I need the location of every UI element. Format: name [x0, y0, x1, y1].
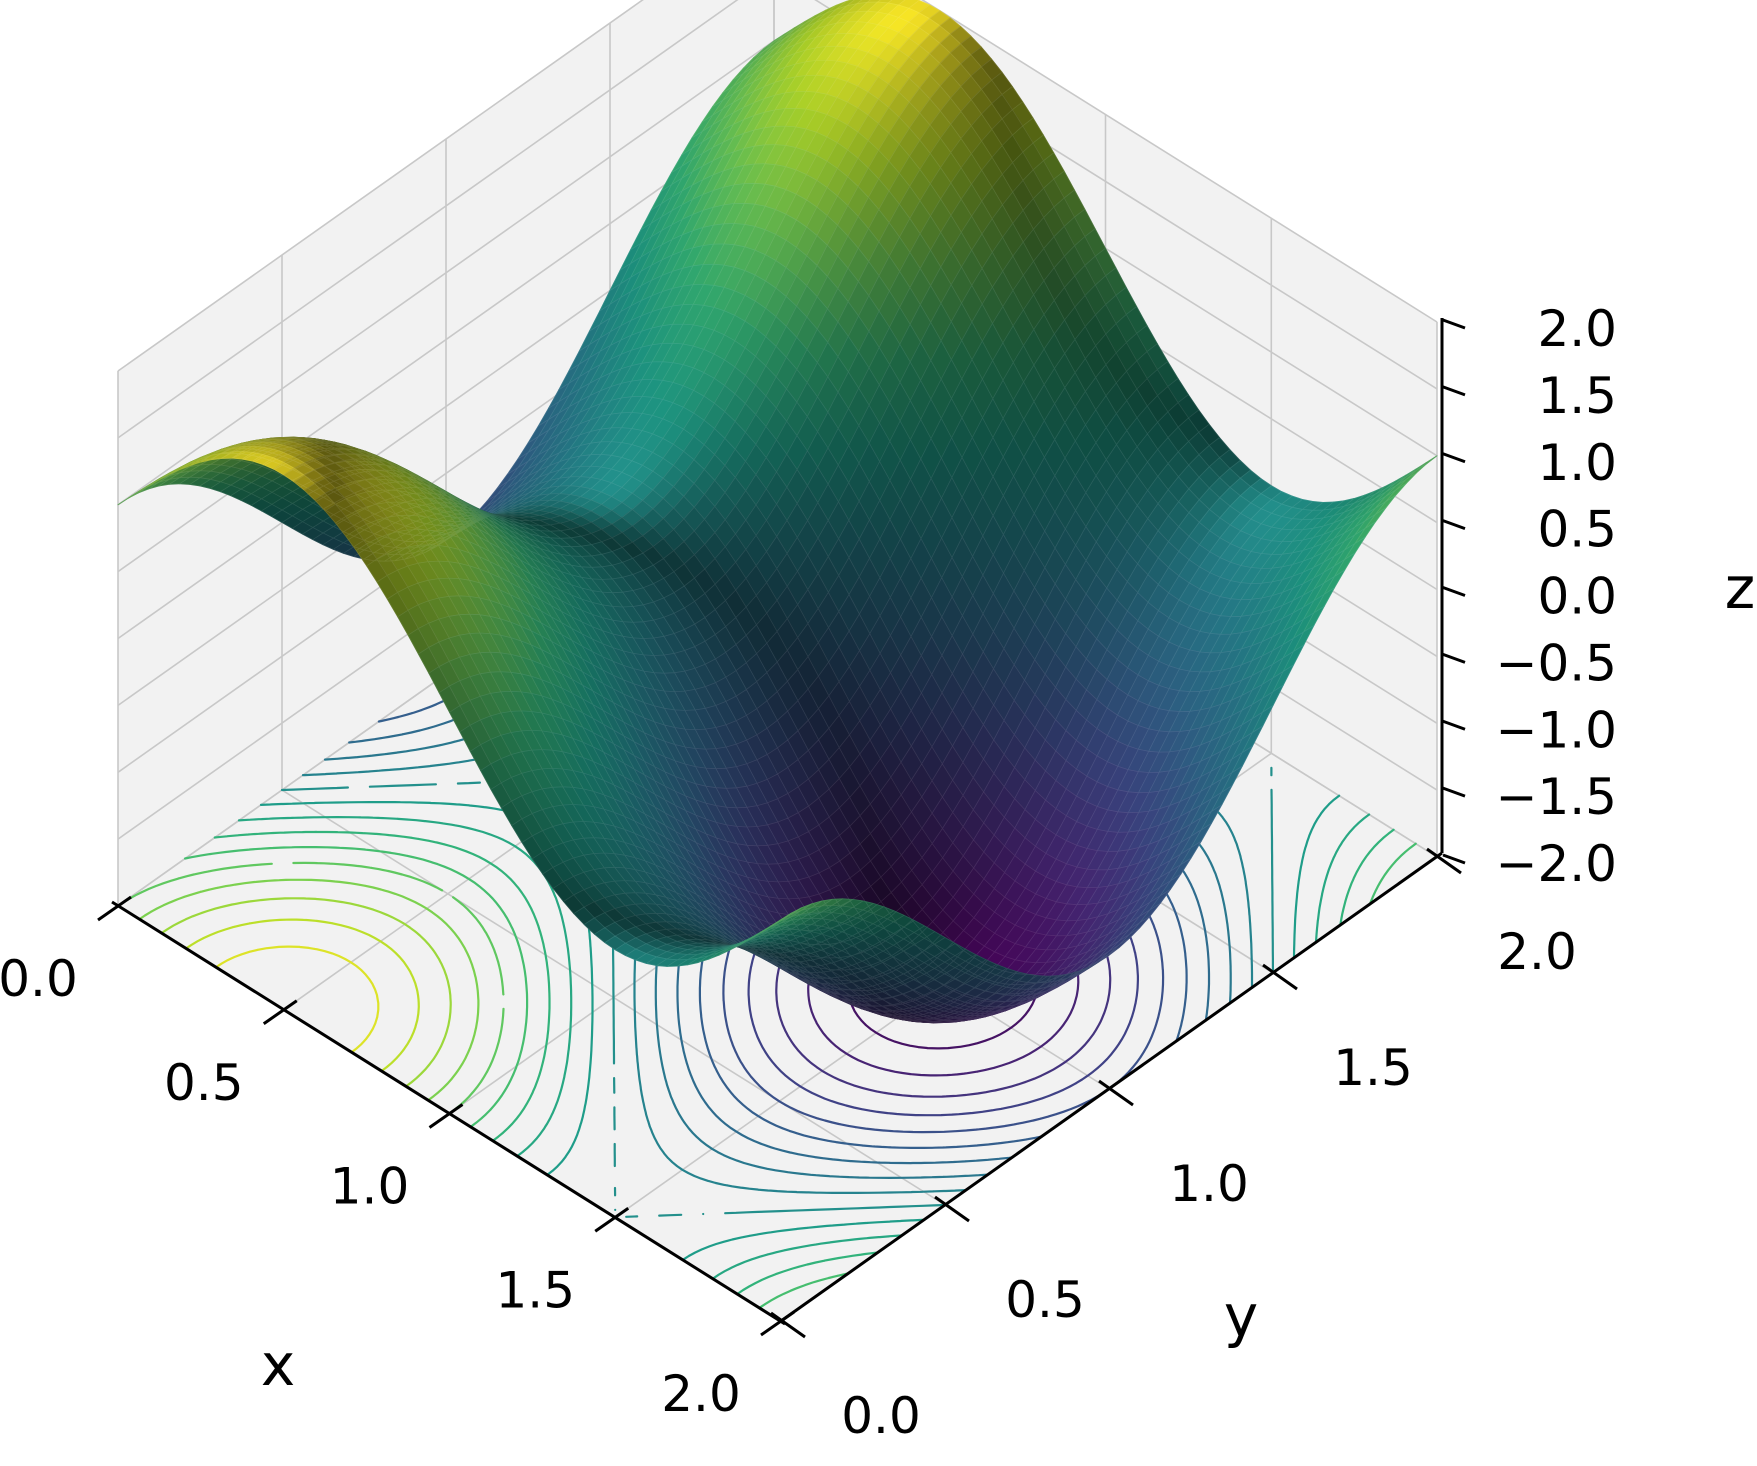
- z-tick: [1442, 385, 1466, 397]
- x-axis-title: x: [261, 1331, 295, 1399]
- x-tick-label: 0.5: [164, 1054, 244, 1112]
- z-tick-label: 1.0: [1537, 434, 1617, 492]
- z-tick-label: 1.5: [1537, 367, 1617, 425]
- z-tick: [1442, 452, 1466, 464]
- x-tick-label: 0.0: [0, 950, 78, 1008]
- z-tick-label: −1.5: [1496, 768, 1617, 826]
- z-tick-label: 0.5: [1537, 501, 1617, 559]
- z-tick: [1442, 719, 1466, 731]
- z-axis-title: z: [1725, 554, 1755, 622]
- z-tick-label: 0.0: [1537, 568, 1617, 626]
- y-tick-label: 2.0: [1497, 923, 1577, 981]
- z-gridline: [117, 0, 1438, 439]
- z-tick: [1442, 318, 1466, 330]
- z-tick: [1442, 786, 1466, 798]
- z-tick: [1442, 652, 1466, 664]
- z-tick-label: −1.0: [1496, 701, 1617, 759]
- y-tick-label: 1.5: [1333, 1039, 1413, 1097]
- z-tick: [1442, 586, 1466, 597]
- z-tick-label: 2.0: [1537, 300, 1617, 358]
- z-tick-label: −2.0: [1496, 835, 1617, 893]
- z-tick: [1442, 519, 1466, 531]
- y-tick-label: 0.5: [1005, 1271, 1085, 1329]
- y-axis-title: y: [1224, 1282, 1258, 1350]
- y-tick-label: 0.0: [841, 1387, 921, 1445]
- x-tick-label: 2.0: [661, 1365, 741, 1423]
- z-tick-label: −0.5: [1496, 634, 1617, 692]
- x-tick-label: 1.5: [495, 1261, 575, 1319]
- x-tick-label: 1.0: [330, 1158, 410, 1216]
- z-gridline: [117, 0, 1438, 372]
- surface-mesh: [117, 0, 1438, 1024]
- y-tick-label: 1.0: [1169, 1155, 1249, 1213]
